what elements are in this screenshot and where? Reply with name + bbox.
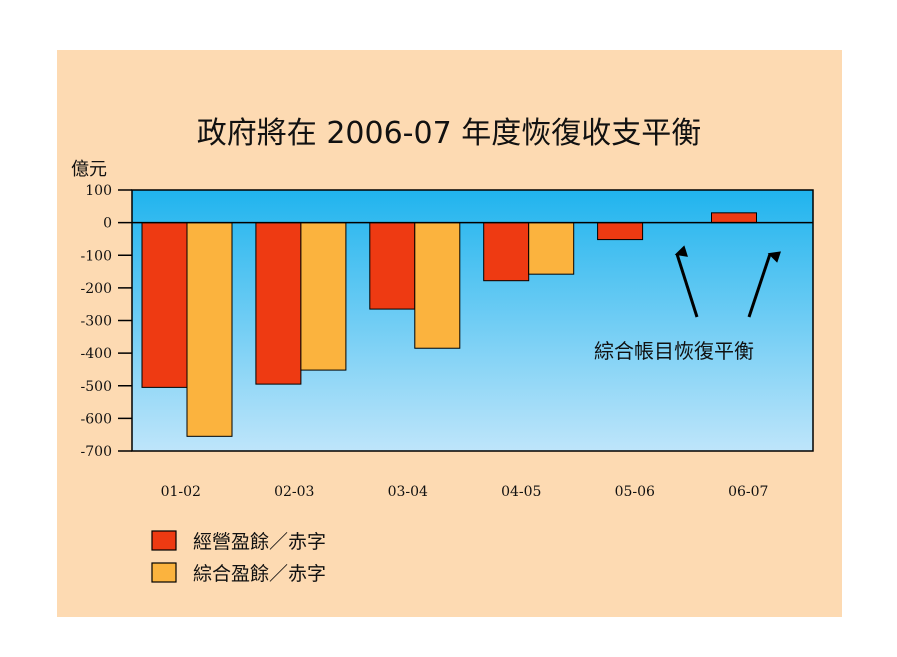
bar-consolidated-04-05 [528,222,575,275]
chart-panel: 政府將在 2006-07 年度恢復收支平衡 億元 100 0 -100 -200 -30… [57,50,842,617]
bar-operating-02-03 [255,222,302,385]
bar-operating-04-05 [483,222,530,282]
y-tick-label: -100 [81,248,112,264]
y-tick-label: -200 [81,281,112,297]
y-axis-unit-label: 億元 [71,159,107,180]
y-tick-label: -700 [81,444,112,460]
legend-swatch [151,562,177,583]
bar-operating-03-04 [369,222,416,310]
bar-consolidated-03-04 [414,222,461,349]
bar-consolidated-01-02 [186,222,233,437]
x-tick-label: 05-06 [615,484,655,500]
y-tick-label: 100 [85,183,112,199]
bar-consolidated-02-03 [300,222,347,371]
bar-operating-01-02 [141,222,188,388]
bar-operating-05-06 [597,222,644,241]
x-tick-label: 01-02 [161,484,201,500]
chart-title: 政府將在 2006-07 年度恢復收支平衡 [197,116,701,151]
x-tick-label: 06-07 [728,484,768,500]
annotation-arrow-left [674,245,699,318]
x-tick-label: 04-05 [501,484,541,500]
y-axis: 100 0 -100 -200 -300 -400 -500 -600 -700 [81,183,132,460]
chart-canvas: 政府將在 2006-07 年度恢復收支平衡 億元 100 0 -100 -200 -30… [57,50,842,617]
x-tick-label: 02-03 [274,484,314,500]
y-tick-label: -300 [81,314,112,330]
annotation-arrow-right [747,251,782,318]
x-axis-labels: 01-02 02-03 03-04 04-05 05-06 06-07 [161,484,769,500]
annotation-text: 綜合帳目恢復平衡 [594,339,754,363]
plot-area [131,189,814,452]
y-tick-label: -500 [81,379,112,395]
legend-swatch [151,530,177,551]
bars-group [141,212,757,437]
y-tick-label: -400 [81,346,112,362]
x-tick-label: 03-04 [388,484,428,500]
y-tick-label: 0 [103,216,112,232]
legend-label: 綜合盈餘／赤字 [193,563,326,585]
legend-label: 經營盈餘／赤字 [193,531,326,553]
y-tick-label: -600 [81,411,112,427]
bar-operating-06-07 [711,212,757,224]
